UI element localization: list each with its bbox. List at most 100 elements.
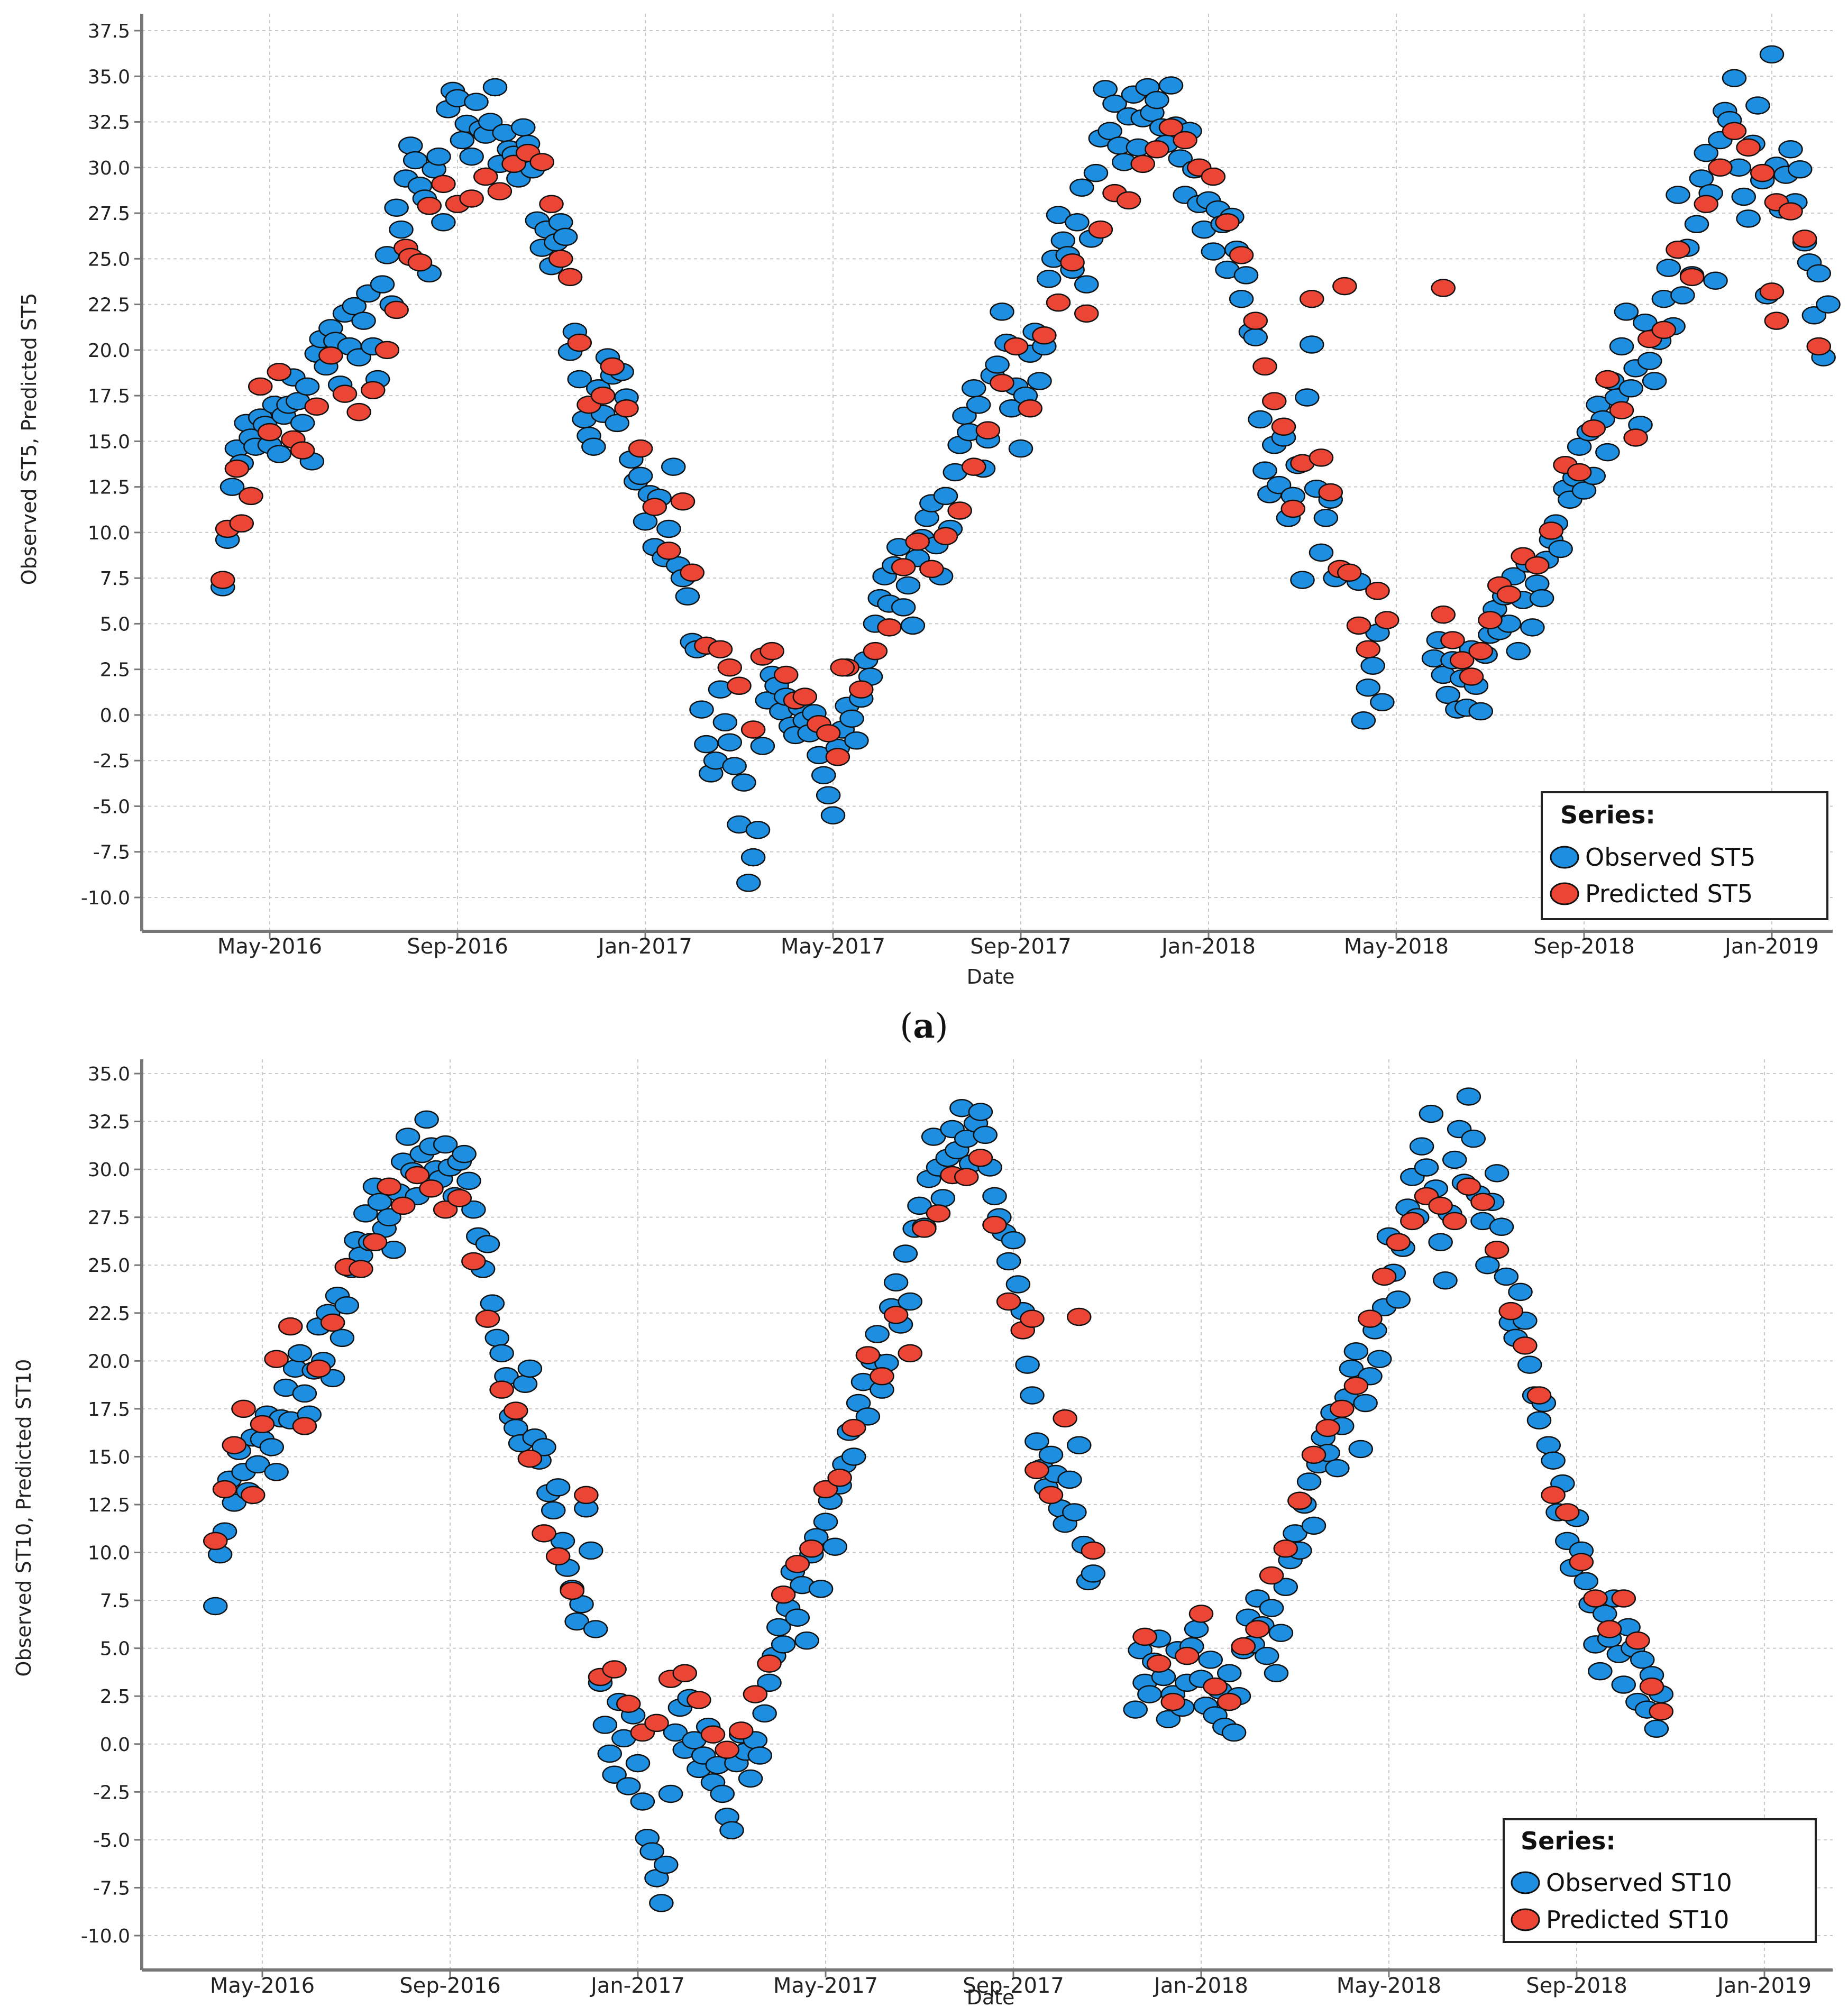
observed-point — [1123, 1700, 1148, 1719]
observed-point — [1037, 270, 1062, 288]
x-tick-label: May-2017 — [781, 934, 885, 959]
y-tick-label: 15.0 — [88, 1446, 130, 1468]
y-tick-label: 0.0 — [100, 1734, 130, 1756]
observed-point — [353, 1204, 378, 1223]
predicted-point — [1440, 631, 1465, 649]
predicted-point — [1003, 337, 1029, 356]
predicted-point — [318, 346, 343, 365]
x-tick-label: Sep-2016 — [407, 934, 508, 959]
observed-point — [844, 731, 869, 750]
y-tick-label: 20.0 — [88, 1351, 130, 1372]
observed-point — [1259, 1599, 1284, 1617]
predicted-point — [785, 1555, 810, 1573]
observed-point — [968, 1103, 993, 1121]
observed-point — [1736, 209, 1761, 228]
x-axis-label: Date — [967, 965, 1015, 988]
predicted-point — [1694, 195, 1718, 214]
predicted-point — [947, 501, 972, 520]
predicted-point — [672, 1664, 697, 1683]
x-tick-label: Jan-2017 — [597, 934, 692, 959]
observed-point — [1027, 372, 1052, 390]
predicted-point — [473, 167, 498, 186]
predicted-point — [532, 1524, 556, 1543]
predicted-point — [1132, 1627, 1157, 1646]
observed-point — [1433, 1271, 1458, 1290]
predicted-point — [407, 253, 433, 272]
predicted-point — [1145, 140, 1169, 159]
observed-point — [1339, 1359, 1364, 1378]
predicted-point — [1470, 1193, 1495, 1211]
predicted-point — [250, 1415, 275, 1434]
predicted-point — [290, 441, 315, 460]
observed-point — [747, 1746, 772, 1765]
predicted-point — [224, 459, 250, 478]
predicted-point — [841, 1418, 866, 1437]
predicted-point — [912, 1220, 937, 1238]
predicted-point — [1038, 1486, 1064, 1505]
predicted-point — [248, 377, 273, 396]
predicted-point — [727, 676, 752, 695]
predicted-point — [898, 1344, 922, 1363]
predicted-point — [489, 1380, 514, 1399]
observed-point — [1666, 186, 1690, 204]
predicted-point — [729, 1721, 754, 1740]
observed-point — [431, 213, 456, 232]
y-tick-label: 22.5 — [88, 1303, 130, 1325]
observed-point — [1093, 80, 1118, 98]
observed-point — [990, 303, 1014, 321]
observed-point — [822, 1537, 847, 1556]
predicted-point — [715, 1740, 739, 1759]
observed-point — [1083, 163, 1109, 182]
predicted-point — [1750, 163, 1775, 182]
observed-point — [656, 519, 681, 538]
caption-close-paren: ) — [935, 1007, 948, 1046]
x-tick-label: Sep-2017 — [963, 1974, 1064, 1998]
observed-point — [1670, 286, 1695, 305]
predicted-point — [320, 1313, 345, 1332]
observed-point — [1243, 328, 1268, 346]
predicted-point — [740, 720, 766, 739]
legend-marker-observed — [1511, 1871, 1540, 1894]
observed-point — [1630, 1651, 1655, 1669]
y-tick-label: 22.5 — [88, 295, 130, 316]
observed-point — [1428, 1233, 1453, 1252]
observed-point — [750, 737, 775, 755]
observed-point — [264, 1463, 289, 1481]
predicted-point — [1639, 1677, 1664, 1696]
observed-point — [891, 598, 916, 617]
observed-point — [395, 1128, 420, 1146]
predicted-point — [1792, 230, 1817, 248]
predicted-point — [1679, 268, 1705, 287]
predicted-point — [877, 618, 902, 637]
observed-point — [962, 379, 986, 398]
predicted-point — [1032, 326, 1057, 345]
y-tick-label: -7.5 — [93, 1877, 130, 1899]
predicted-point — [257, 423, 282, 442]
observed-point — [1057, 1470, 1082, 1489]
observed-point — [287, 1344, 313, 1363]
predicted-point — [548, 250, 573, 268]
predicted-point — [1287, 1491, 1312, 1510]
y-tick-label: 2.5 — [100, 659, 130, 681]
observed-point — [808, 1580, 834, 1598]
observed-point — [456, 1171, 481, 1190]
observed-point — [841, 1447, 866, 1466]
predicted-point — [1130, 154, 1155, 173]
predicted-point — [628, 439, 653, 458]
observed-point — [1703, 271, 1728, 290]
observed-point — [1526, 1411, 1552, 1429]
predicted-point — [1146, 1654, 1172, 1673]
predicted-point — [1526, 1386, 1552, 1405]
observed-point — [414, 1110, 439, 1129]
predicted-point — [760, 641, 784, 661]
predicted-point — [1478, 611, 1503, 629]
observed-point — [1158, 76, 1184, 95]
predicted-point — [517, 1449, 543, 1468]
predicted-point — [813, 1480, 838, 1499]
observed-point — [985, 355, 1010, 374]
legend-box — [1503, 1818, 1817, 1943]
predicted-point — [700, 1725, 726, 1744]
observed-point — [330, 1328, 355, 1348]
observed-point — [1644, 1719, 1669, 1738]
